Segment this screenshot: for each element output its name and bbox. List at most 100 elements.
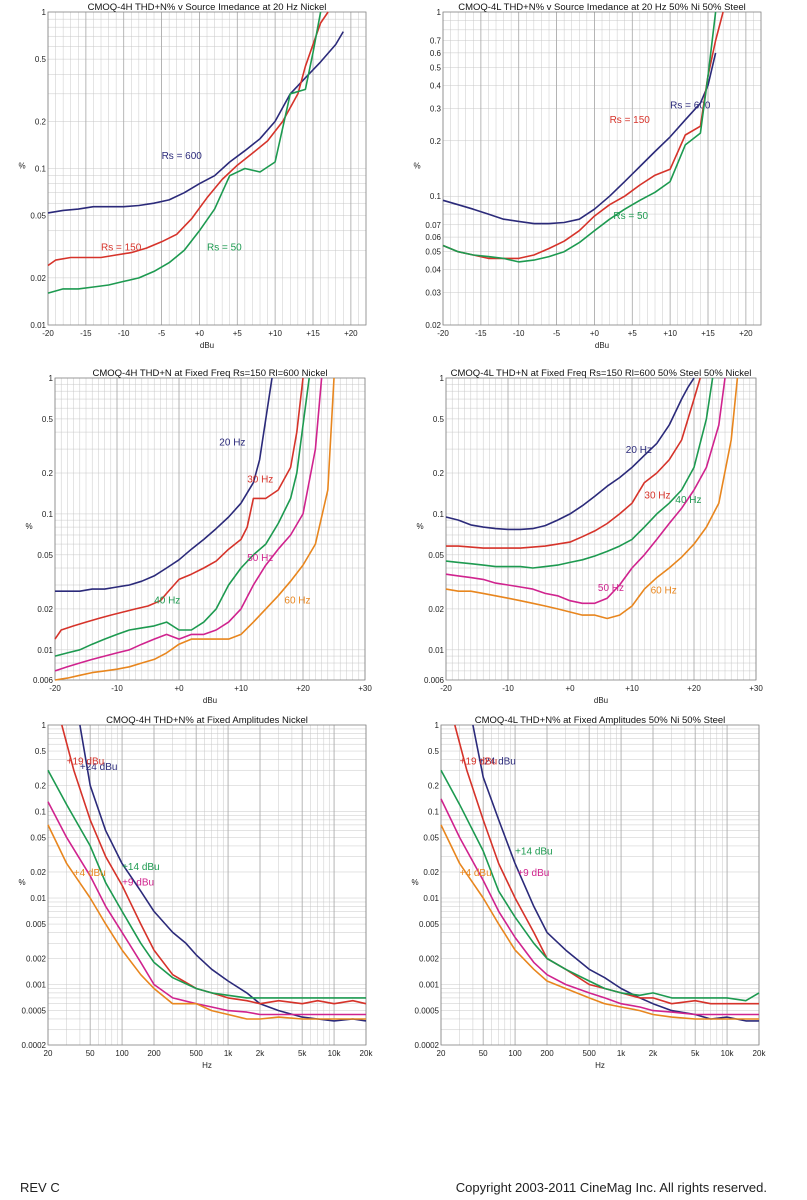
series-line [472,724,759,1022]
x-tick-label: -15 [475,329,487,338]
x-tick-label: +0 [174,684,184,693]
y-tick-label: 0.2 [42,469,54,478]
copyright-notice: Copyright 2003-2011 CineMag Inc. All rig… [455,1180,767,1195]
series-line [442,52,717,225]
y-tick-label: 0.02 [30,274,46,283]
charts-area: CMOQ-4H THD+N% v Source Imedance at 20 H… [18,2,767,1070]
series-line [442,11,717,263]
series-line [442,11,724,260]
series-label: 30 Hz [644,490,670,501]
y-tick-label: 1 [42,8,47,17]
x-tick-label: -20 [49,684,61,693]
series-label: +14 dBu [515,846,553,857]
x-tick-label: 20 [437,1049,446,1058]
x-tick-label: -20 [42,329,54,338]
x-tick-label: 2k [649,1049,658,1058]
y-tick-label: 0.07 [425,221,441,230]
series-line [47,11,322,294]
x-tick-label: 200 [147,1049,161,1058]
y-tick-label: 1 [435,721,440,730]
x-tick-label: -10 [513,329,525,338]
series-label: +4 dBu [460,868,492,879]
y-tick-label: 1 [437,8,442,17]
y-tick-label: 0.001 [26,981,47,990]
y-tick-label: 0.0002 [415,1041,440,1050]
series-line [445,377,714,569]
y-tick-label: 0.02 [428,605,444,614]
series-line [47,801,366,1016]
y-tick-label: 0.0005 [22,1007,47,1016]
chart-title: CMOQ-4H THD+N% at Fixed Amplitudes Nicke… [106,715,308,726]
y-tick-label: 0.006 [33,676,54,685]
y-axis-label: % [25,522,32,531]
x-tick-label: 10k [721,1049,735,1058]
y-tick-label: 0.4 [430,81,442,90]
series-label: +24 dBu [80,762,118,773]
x-tick-label: 5k [691,1049,700,1058]
y-tick-label: 0.3 [430,104,442,113]
x-tick-label: +10 [268,329,282,338]
y-axis-label: % [411,878,418,887]
x-tick-label: +10 [663,329,677,338]
y-tick-label: 0.1 [35,165,47,174]
grid [440,724,760,1046]
series-label: 60 Hz [284,595,310,606]
x-tick-label: -5 [553,329,561,338]
grid [47,11,367,326]
chart-5: CMOQ-4H THD+N% at Fixed Amplitudes Nicke… [18,715,373,1070]
x-tick-label: +5 [628,329,638,338]
y-tick-label: 0.05 [30,834,46,843]
y-tick-label: 0.001 [419,981,440,990]
series-label: Rs = 150 [610,115,651,126]
series-line [440,798,759,1016]
x-tick-label: 100 [115,1049,129,1058]
y-tick-label: 0.5 [35,747,47,756]
grid [47,724,367,1046]
series-line [47,769,366,999]
y-axis-label: % [416,522,423,531]
chart-title: CMOQ-4L THD+N% v Source Imedance at 20 H… [458,2,746,13]
chart-title: CMOQ-4L THD+N% at Fixed Amplitudes 50% N… [475,715,726,726]
y-tick-label: 0.01 [30,894,46,903]
series-line [445,377,739,620]
series-label: +19 dBu [67,756,105,767]
y-tick-label: 0.05 [428,551,444,560]
chart-title: CMOQ-4L THD+N at Fixed Freq Rs=150 Rl=60… [451,368,752,379]
y-tick-label: 1 [440,374,445,383]
x-tick-label: 20k [753,1049,767,1058]
x-axis-label: Hz [595,1061,605,1070]
series-line [440,824,759,1020]
y-tick-label: 0.002 [419,954,440,963]
y-axis-label: % [18,162,25,171]
y-tick-label: 0.05 [423,834,439,843]
y-tick-label: 0.7 [430,37,442,46]
series-line [54,377,310,657]
y-tick-label: 0.2 [428,781,440,790]
x-tick-label: 1k [617,1049,626,1058]
x-tick-label: +20 [296,684,310,693]
series-label: Rs = 50 [207,242,242,253]
y-tick-label: 0.2 [433,469,445,478]
y-tick-label: 0.2 [35,117,47,126]
x-tick-label: 2k [256,1049,265,1058]
x-axis-label: dBu [203,696,217,705]
x-tick-label: +10 [625,684,639,693]
x-axis-label: dBu [594,696,608,705]
x-tick-label: +20 [687,684,701,693]
series-label: 50 Hz [598,583,624,594]
y-axis-label: % [413,162,420,171]
x-tick-label: 200 [540,1049,554,1058]
x-tick-label: -10 [111,684,123,693]
x-tick-label: -15 [80,329,92,338]
chart-3: CMOQ-4H THD+N at Fixed Freq Rs=150 Rl=60… [25,368,372,705]
plot-frame [54,377,366,681]
x-tick-label: 500 [583,1049,597,1058]
y-tick-label: 0.06 [425,233,441,242]
series-label: Rs = 600 [670,100,711,111]
x-tick-label: +0 [590,329,600,338]
x-tick-label: -10 [118,329,130,338]
y-tick-label: 0.05 [37,551,53,560]
series-line [54,377,335,681]
series-line [440,769,760,1002]
series-line [445,377,695,531]
